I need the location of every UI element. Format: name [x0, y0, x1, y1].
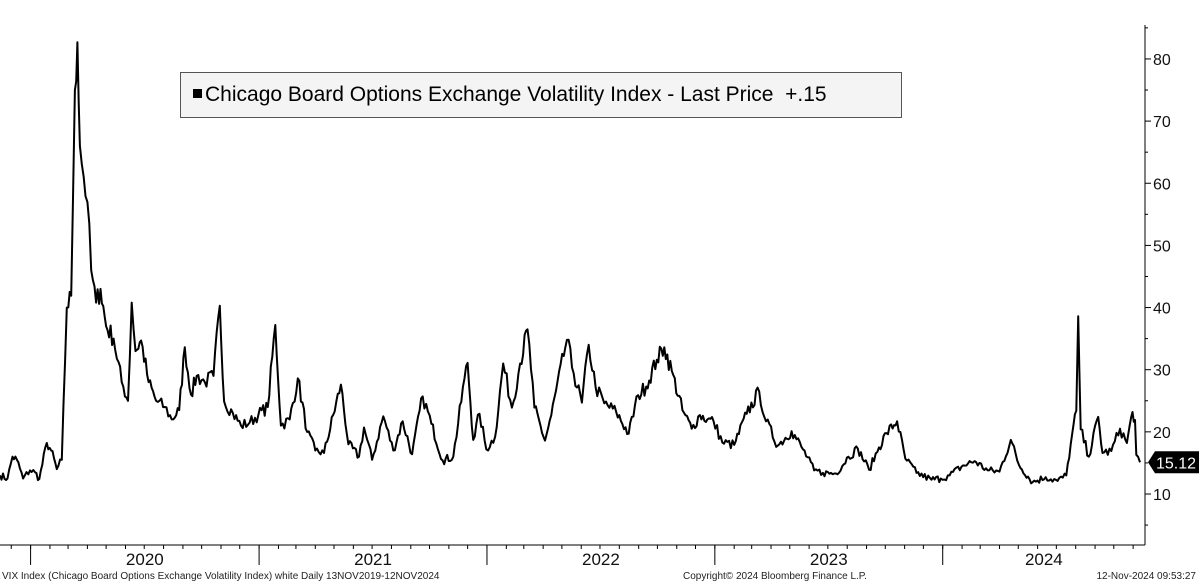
- y-tick-label: 10: [1153, 487, 1171, 504]
- legend-black-square-icon: [193, 88, 202, 98]
- x-year-label: 2023: [810, 550, 848, 569]
- x-year-label: 2020: [126, 550, 164, 569]
- vix-series-line: [0, 41, 1141, 485]
- last-value-tag: [1148, 451, 1199, 474]
- footer-copyright: Copyright© 2024 Bloomberg Finance L.P.: [683, 571, 867, 582]
- x-year-label: 2024: [1025, 550, 1063, 569]
- last-value-label: 15.12: [1156, 455, 1196, 472]
- footer-timestamp: 12-Nov-2024 09:53:27: [1096, 571, 1196, 582]
- chart-legend: Chicago Board Options Exchange Volatilit…: [180, 72, 902, 118]
- y-tick-label: 20: [1153, 425, 1171, 442]
- x-year-label: 2022: [582, 550, 620, 569]
- y-tick-label: 70: [1153, 114, 1171, 131]
- legend-change-value: +.15: [785, 83, 827, 106]
- vix-line-chart: 10 20 30 40 50 60 70 80 2020 2021 2022 2023 2024 15.1…: [0, 25, 1199, 569]
- plot-area: 10 20 30 40 50 60 70 80 2020 2021 2022 2023 2024 15.1…: [0, 25, 1199, 569]
- y-tick-label: 60: [1153, 176, 1171, 193]
- y-tick-label: 30: [1153, 363, 1171, 380]
- y-tick-label: 40: [1153, 301, 1171, 318]
- footer-security-info: VIX Index (Chicago Board Options Exchang…: [2, 571, 440, 582]
- legend-series-label: Chicago Board Options Exchange Volatilit…: [205, 83, 774, 106]
- x-year-label: 2021: [354, 550, 392, 569]
- y-tick-label: 80: [1153, 52, 1171, 69]
- y-tick-label: 50: [1153, 238, 1171, 255]
